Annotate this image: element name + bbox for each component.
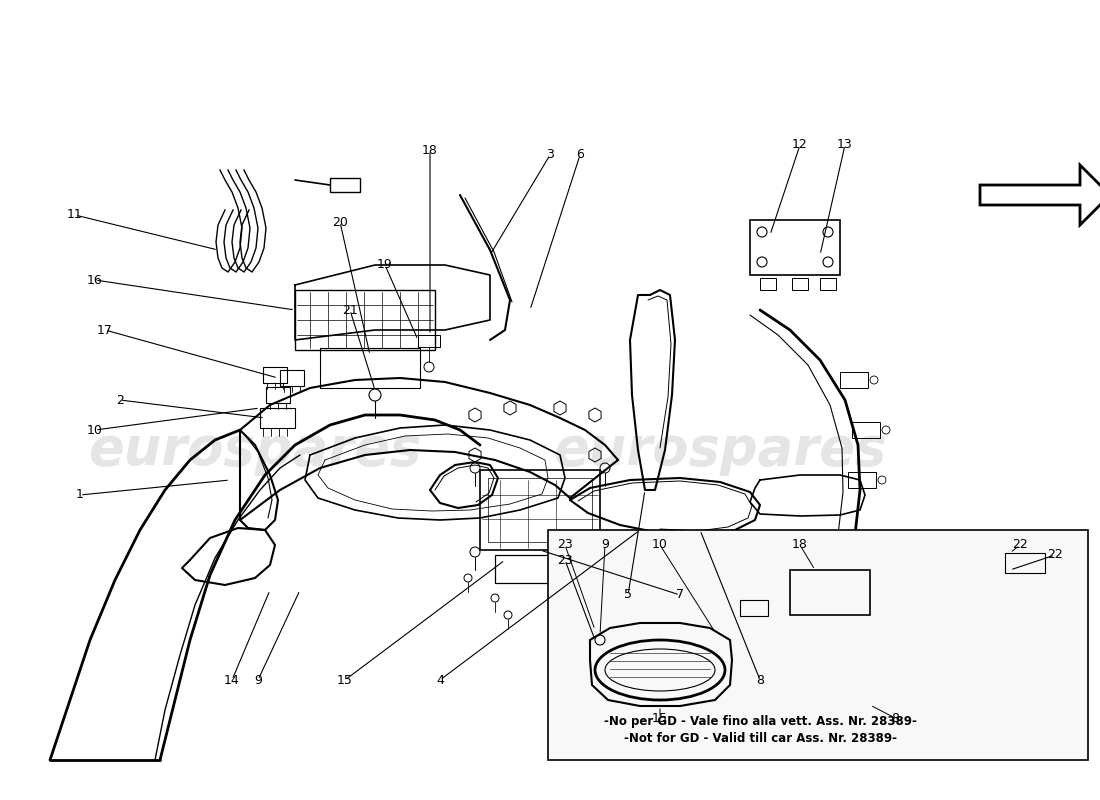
Polygon shape (980, 165, 1100, 225)
Text: 22: 22 (1047, 549, 1063, 562)
Text: 19: 19 (377, 258, 393, 271)
Text: 15: 15 (337, 674, 353, 686)
Text: 1: 1 (76, 489, 84, 502)
Text: 13: 13 (837, 138, 852, 151)
Bar (330, 178, 360, 192)
Text: 20: 20 (332, 215, 348, 229)
Text: 7: 7 (676, 589, 684, 602)
Text: 4: 4 (436, 674, 444, 686)
Text: 23: 23 (557, 554, 573, 566)
Text: 6: 6 (576, 149, 584, 162)
Text: 22: 22 (1012, 538, 1027, 551)
Text: eurospares: eurospares (553, 424, 887, 476)
Text: 12: 12 (792, 138, 807, 151)
Text: 16: 16 (87, 274, 103, 286)
Text: 23: 23 (557, 538, 573, 551)
Text: 10: 10 (87, 423, 103, 437)
Text: eurospares: eurospares (88, 424, 421, 476)
Text: 14: 14 (224, 674, 240, 686)
Text: -No per GD - Vale fino alla vett. Ass. Nr. 28389-: -No per GD - Vale fino alla vett. Ass. N… (604, 715, 916, 729)
Text: 18: 18 (422, 143, 438, 157)
Text: 21: 21 (342, 303, 358, 317)
Text: 9: 9 (254, 674, 262, 686)
Text: 17: 17 (97, 323, 113, 337)
Text: 18: 18 (792, 538, 807, 551)
Text: 15: 15 (652, 711, 668, 725)
Text: 11: 11 (67, 209, 82, 222)
Text: 10: 10 (652, 538, 668, 551)
Text: 8: 8 (891, 711, 899, 725)
Text: -Not for GD - Valid till car Ass. Nr. 28389-: -Not for GD - Valid till car Ass. Nr. 28… (624, 731, 896, 745)
Text: 9: 9 (601, 538, 609, 551)
Text: 8: 8 (756, 674, 764, 686)
Text: 2: 2 (117, 394, 124, 406)
FancyBboxPatch shape (548, 530, 1088, 760)
Text: 3: 3 (546, 149, 554, 162)
Text: 5: 5 (624, 589, 632, 602)
